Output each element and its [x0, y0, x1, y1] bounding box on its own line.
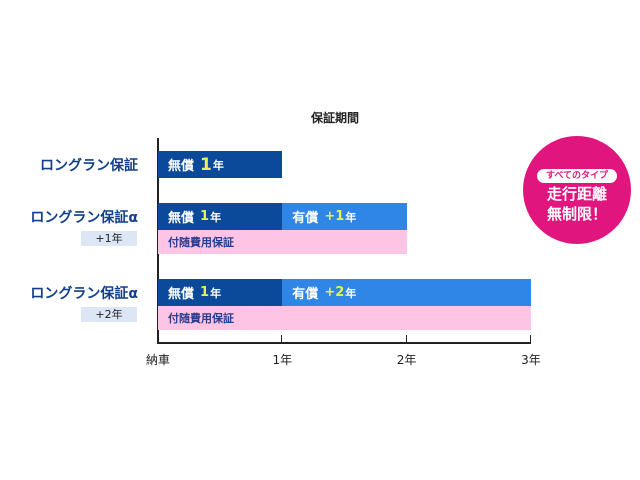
callout-line2: 無制限！ [546, 205, 607, 223]
row-badge: +1年 [81, 231, 137, 246]
bar-segment-extra: 付随費用保証 [158, 306, 531, 330]
callout-line1: 走行距離 [546, 185, 607, 203]
x-tick-label: 納車 [145, 353, 170, 367]
segment-name: 有償 [292, 287, 319, 302]
segment-unit: 年 [345, 210, 357, 224]
segment-name: 有償 [292, 211, 319, 226]
segment-name: 無償 [168, 287, 195, 302]
bar-segment: 無償 1 年 [158, 151, 283, 178]
segment-value-label: +1 [324, 209, 345, 224]
segment-value-label: +2 [324, 285, 345, 300]
callout-pill: すべてのタイプ [537, 169, 617, 183]
row-label: ロングラン保証 [40, 158, 138, 174]
segment-label: 付随費用保証 [168, 312, 234, 325]
segment-unit: 年 [212, 158, 224, 172]
x-axis-line [157, 342, 531, 344]
unlimited-mileage-callout: すべてのタイプ 走行距離 無制限！ [523, 136, 631, 244]
segment-value-label: 1 [200, 154, 212, 175]
segment-value-label: 1 [200, 209, 210, 224]
bar-segment-extra: 付随費用保証 [158, 230, 407, 254]
segment-value-label: 1 [200, 285, 210, 300]
bar-segment: 有償 +2 年 [282, 279, 531, 306]
x-tick [405, 335, 407, 343]
x-tick-label: 2年 [396, 353, 417, 367]
x-tick [281, 335, 283, 343]
segment-unit: 年 [210, 210, 222, 224]
segment-unit: 年 [210, 286, 222, 300]
segment-label: 付随費用保証 [168, 236, 234, 249]
bar-segment: 無償 1 年 [158, 279, 283, 306]
segment-name: 無償 [168, 211, 195, 226]
bar-segment: 有償 +1 年 [282, 203, 407, 230]
x-tick [529, 335, 531, 343]
row-label: ロングラン保証α [30, 286, 138, 302]
bar-segment: 無償 1 年 [158, 203, 283, 230]
row-label: ロングラン保証α [30, 210, 138, 226]
segment-name: 無償 [168, 159, 195, 174]
x-tick-label: 3年 [521, 353, 541, 367]
x-tick-label: 1年 [272, 353, 293, 367]
row-badge: +2年 [81, 307, 137, 322]
chart-title: 保証期間 [310, 111, 359, 125]
segment-unit: 年 [345, 286, 357, 300]
